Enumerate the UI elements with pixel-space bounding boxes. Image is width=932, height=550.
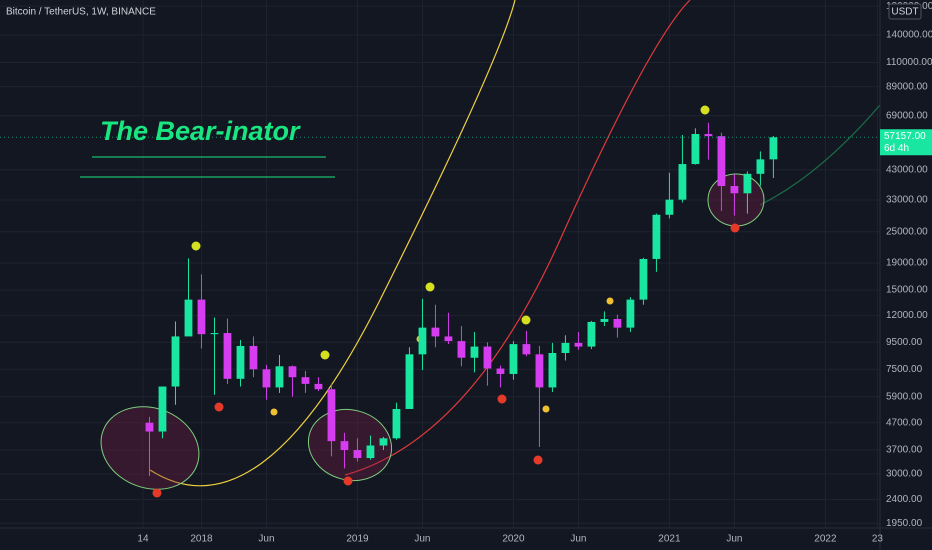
- candle-body: [678, 164, 687, 200]
- candle-body: [756, 159, 765, 174]
- y-tick-label: 15000.00: [886, 285, 928, 296]
- y-tick-label: 9500.00: [886, 337, 923, 348]
- candle-body: [496, 368, 505, 374]
- candle-body: [327, 389, 336, 442]
- y-tick-label: 89000.00: [886, 81, 928, 92]
- candle-body: [171, 336, 180, 387]
- x-tick-label: Jun: [570, 534, 586, 545]
- y-tick-label: 25000.00: [886, 226, 928, 237]
- y-tick-label: 69000.00: [886, 110, 928, 121]
- last-price-box: [880, 129, 932, 156]
- y-tick-label: 7500.00: [886, 364, 923, 375]
- x-tick-label: 2020: [502, 534, 525, 545]
- x-tick-label: Jun: [258, 534, 274, 545]
- currency-box: [888, 3, 922, 20]
- annotation: The Bear-inator: [100, 116, 301, 146]
- last-price-label: 57157.00: [884, 131, 926, 142]
- candle-body: [418, 327, 427, 355]
- currency: USDT: [891, 7, 918, 18]
- candle-body: [145, 422, 154, 432]
- y-tick-label: 19000.00: [886, 258, 928, 269]
- y-tick-label: 2400.00: [886, 494, 923, 505]
- countdown: 6d 4h: [884, 143, 909, 154]
- candle-body: [613, 318, 622, 328]
- candle-body: [535, 354, 544, 388]
- candle-body: [470, 346, 479, 358]
- candle-body: [743, 173, 752, 194]
- candle-body: [262, 369, 271, 388]
- candle-body: [314, 383, 323, 390]
- candle-body: [431, 327, 440, 337]
- candle-body: [197, 299, 206, 335]
- candle-body: [639, 258, 648, 300]
- candle-body: [587, 321, 596, 347]
- candle-body: [184, 299, 193, 337]
- y-tick-label: 4700.00: [886, 417, 923, 428]
- candle-body: [392, 408, 401, 439]
- highlight-ellipse: [707, 173, 765, 227]
- y-tick-label: 33000.00: [886, 195, 928, 206]
- candle-body: [600, 318, 609, 322]
- trend-curve: [344, 0, 691, 476]
- candle-body: [340, 441, 349, 451]
- candle-body: [236, 345, 245, 379]
- candle-body: [483, 346, 492, 369]
- trend-curve: [149, 0, 516, 487]
- candle-body: [353, 450, 362, 459]
- x-tick-label: 2022: [814, 534, 837, 545]
- icons: [152, 105, 740, 498]
- candles: [145, 122, 778, 476]
- candle-body: [769, 137, 778, 160]
- candle-body: [652, 214, 661, 259]
- candle-body: [249, 345, 258, 370]
- y-tick-label: 5900.00: [886, 391, 923, 402]
- candle-body: [379, 438, 388, 446]
- x-tick-label: 2021: [658, 534, 681, 545]
- candle-body: [730, 186, 739, 194]
- y-tick-label: 1950.00: [886, 518, 923, 529]
- candle-body: [158, 386, 167, 432]
- candle-body: [457, 341, 466, 358]
- candle-body: [574, 342, 583, 347]
- y-tick-label: 3700.00: [886, 445, 923, 456]
- trend-curve: [759, 104, 881, 206]
- candle-body: [366, 445, 375, 459]
- candle-body: [665, 199, 674, 215]
- candle-body: [301, 377, 310, 384]
- y-tick-label: 12000.00: [886, 310, 928, 321]
- candle-body: [561, 342, 570, 353]
- y-tick-label: 110000.00: [886, 57, 932, 68]
- x-tick-label: Jun: [414, 534, 430, 545]
- candle-body: [210, 333, 219, 335]
- candle-body: [275, 366, 284, 388]
- x-tick-label: 2019: [346, 534, 369, 545]
- y-tick-label: 140000.00: [886, 30, 932, 41]
- candle-body: [704, 134, 713, 137]
- candle-body: [522, 344, 531, 355]
- candle-body: [717, 136, 726, 187]
- grid: [0, 0, 880, 528]
- x-tick-label: Jun: [726, 534, 742, 545]
- x-tick-label: 23: [872, 534, 884, 545]
- x-tick-label: 2018: [190, 534, 213, 545]
- x-tick-label: 14: [137, 534, 149, 545]
- candle-body: [626, 299, 635, 328]
- candle-body: [223, 333, 232, 379]
- y-tick-label: 3000.00: [886, 469, 923, 480]
- header: Bitcoin / TetherUS, 1W, BINANCE: [6, 7, 156, 18]
- candle-body: [691, 134, 700, 165]
- y-tick-label: 43000.00: [886, 164, 928, 175]
- candle-body: [444, 336, 453, 342]
- candle-body: [548, 352, 557, 388]
- candle-body: [288, 366, 297, 378]
- candle-body: [405, 354, 414, 409]
- candle-body: [509, 344, 518, 374]
